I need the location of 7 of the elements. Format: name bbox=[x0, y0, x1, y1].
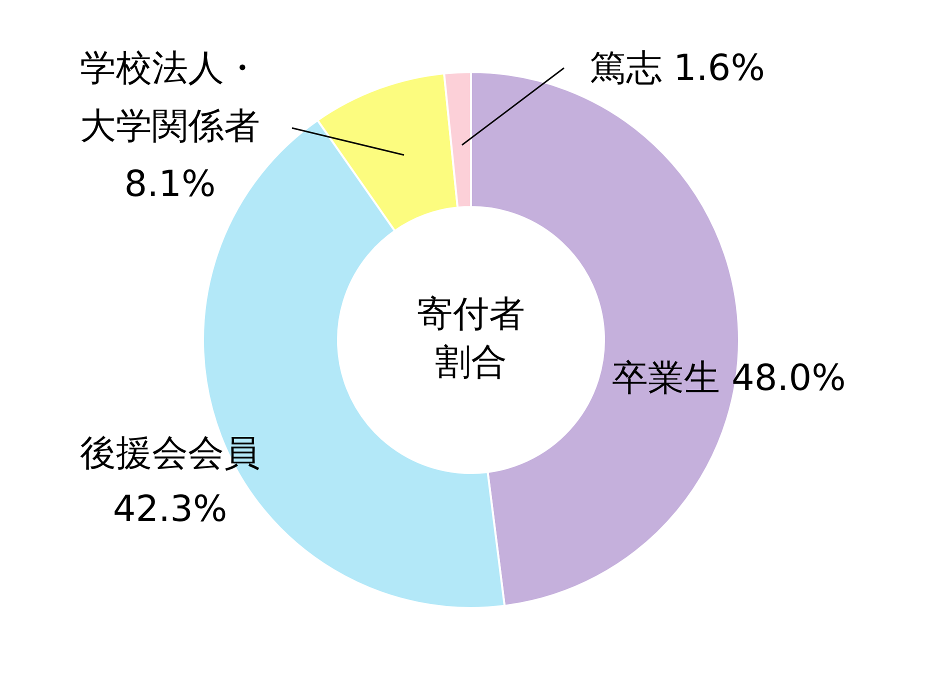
data-label: 8.1% bbox=[124, 164, 216, 205]
slice-label: 卒業生 48.0% bbox=[612, 358, 846, 399]
slice-label: 後援会会員 bbox=[80, 432, 260, 474]
data-label: 42.3% bbox=[112, 488, 228, 530]
slice-label: 篤志 1.6% bbox=[590, 48, 765, 89]
text: 寄付者割合 bbox=[417, 294, 525, 383]
slice-label: 学校法人・大学関係者 bbox=[80, 48, 260, 147]
